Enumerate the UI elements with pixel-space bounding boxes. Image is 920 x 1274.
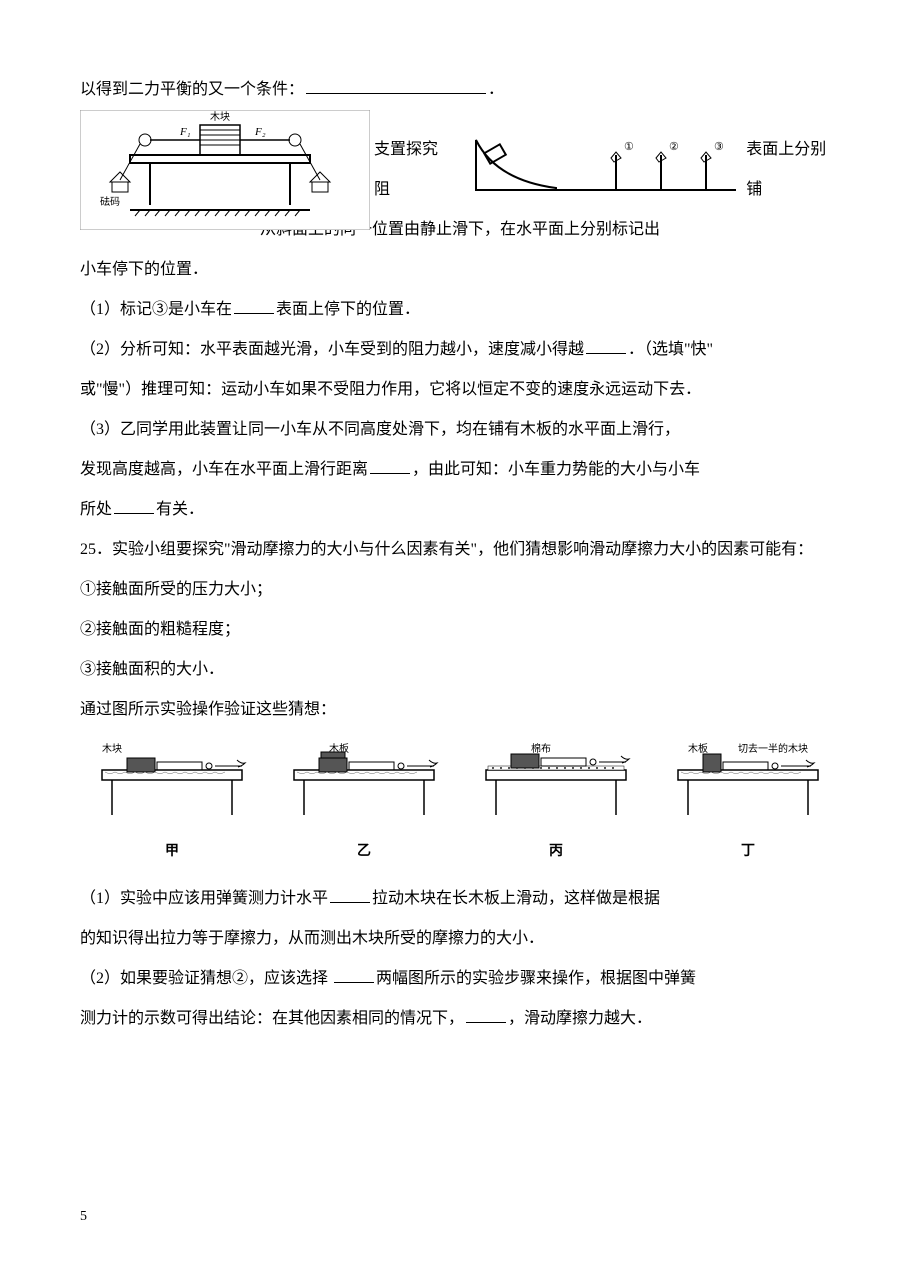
overlay-text-right: 表面上分别铺 (746, 130, 840, 210)
blank-height (114, 513, 154, 514)
q25-num: 25． (80, 541, 112, 558)
q24-1b: 表面上停下的位置． (276, 301, 420, 318)
blank-condition (306, 93, 486, 94)
exp-a: 木块 甲 (80, 740, 264, 869)
blank-horizontal (330, 902, 370, 903)
q25-intro: 25．实验小组要探究"滑动摩擦力的大小与什么因素有关"，他们猜想影响滑动摩擦力大… (80, 530, 840, 570)
svg-text:②: ② (669, 141, 679, 153)
svg-text:①: ① (624, 141, 634, 153)
q25-intro-text: 实验小组要探究"滑动摩擦力的大小与什么因素有关"，他们猜想影响滑动摩擦力大小的因… (112, 541, 813, 558)
svg-text:F₂: F₂ (254, 126, 266, 138)
top-line: 以得到二力平衡的又一个条件：． (80, 70, 840, 110)
svg-text:切去一半的木块: 切去一半的木块 (738, 742, 808, 755)
page-number: 5 (80, 1199, 87, 1234)
label-block: 木块 (210, 111, 230, 123)
q24-3d: 所处 (80, 501, 112, 518)
exp-c: 棉布 丙 (464, 740, 648, 869)
q25-1a: （1）实验中应该用弹簧测力计水平 (80, 890, 328, 907)
q25-2a: （2）如果要验证猜想②，应该选择 (80, 970, 332, 987)
blank-condition2 (466, 1022, 506, 1023)
q25-2d: ，滑动摩擦力越大． (508, 1010, 652, 1027)
q25-f1: ①接触面所受的压力大小； (80, 570, 840, 610)
q24-3e: 有关． (156, 501, 204, 518)
exp-label-b: 乙 (357, 834, 371, 869)
q24-item2: （2）分析可知：水平表面越光滑，小车受到的阻力越小，速度减小得越 ．（选填"快" (80, 330, 840, 370)
q25-1c: 的知识得出拉力等于摩擦力，从而测出木块所受的摩擦力的大小． (80, 919, 840, 959)
svg-text:③: ③ (714, 141, 724, 153)
q24-item3b: 发现高度越高，小车在水平面上滑行距离 ，由此可知：小车重力势能的大小与小车 (80, 450, 840, 490)
blank-speed (586, 353, 626, 354)
q24-item3d: 所处 有关． (80, 490, 840, 530)
top-line-text: 以得到二力平衡的又一个条件： (80, 81, 304, 98)
document-page: 以得到二力平衡的又一个条件：． 木块 F₁ F₂ (0, 0, 920, 1274)
blank-figures (334, 982, 374, 983)
svg-text:棉布: 棉布 (531, 742, 551, 755)
q24-3b: 发现高度越高，小车在水平面上滑行距离 (80, 461, 368, 478)
q25-f2: ②接触面的粗糙程度； (80, 610, 840, 650)
q24-2b: ．（选填"快" (628, 341, 713, 358)
overlay-text-mid: 支置探究阻 (374, 130, 452, 210)
q24-line3: 小车停下的位置． (80, 250, 840, 290)
exp-b: 木板 乙 (272, 740, 456, 869)
exp-label-c: 丙 (549, 834, 563, 869)
blank-distance (370, 473, 410, 474)
blank-surface (234, 313, 274, 314)
q25-item1: （1）实验中应该用弹簧测力计水平 拉动木块在长木板上滑动，这样做是根据 (80, 879, 840, 919)
q24-item3a: （3）乙同学用此装置让同一小车从不同高度处滑下，均在铺有木板的水平面上滑行， (80, 410, 840, 450)
q25-item2c: 测力计的示数可得出结论：在其他因素相同的情况下， ，滑动摩擦力越大． (80, 999, 840, 1039)
q24-1a: （1）标记③是小车在 (80, 301, 232, 318)
q25-2c: 测力计的示数可得出结论：在其他因素相同的情况下， (80, 1010, 464, 1027)
q25-2b: 两幅图所示的实验步骤来操作，根据图中弹簧 (376, 970, 696, 987)
figure-balance-apparatus: 木块 F₁ F₂ 砝码 (80, 110, 370, 230)
q24-3c: ，由此可知：小车重力势能的大小与小车 (412, 461, 700, 478)
svg-text:木板: 木板 (688, 742, 708, 755)
exp-d: 木板 切去一半的木块 丁 (656, 740, 840, 869)
experiment-figures: 木块 甲 木板 (80, 740, 840, 869)
q24-item1: （1）标记③是小车在 表面上停下的位置． (80, 290, 840, 330)
q25-item2: （2）如果要验证猜想②，应该选择 两幅图所示的实验步骤来操作，根据图中弹簧 (80, 959, 840, 999)
q25-1b: 拉动木块在长木板上滑动，这样做是根据 (372, 890, 660, 907)
svg-text:木块: 木块 (102, 743, 122, 755)
exp-label-d: 丁 (741, 834, 755, 869)
q25-intro2: 通过图所示实验操作验证这些猜想： (80, 690, 840, 730)
q25-f3: ③接触面积的大小． (80, 650, 840, 690)
svg-text:砝码: 砝码 (100, 195, 120, 208)
svg-text:F₁: F₁ (179, 126, 191, 138)
q24-item2c: 或"慢"）推理可知：运动小车如果不受阻力作用，它将以恒定不变的速度永远运动下去． (80, 370, 840, 410)
exp-label-a: 甲 (165, 834, 179, 869)
figure-ramp: ① ② ③ (456, 130, 746, 210)
q24-2a: （2）分析可知：水平表面越光滑，小车受到的阻力越小，速度减小得越 (80, 341, 584, 358)
